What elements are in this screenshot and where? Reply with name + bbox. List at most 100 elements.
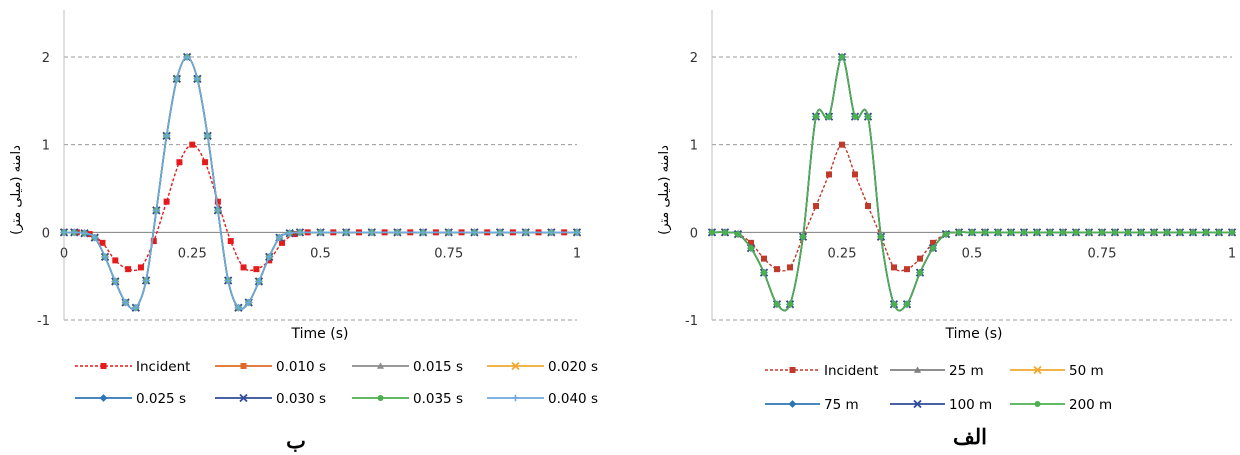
x-axis-title: Time (s) bbox=[945, 326, 1003, 342]
data-point bbox=[419, 229, 427, 236]
data-point bbox=[112, 257, 119, 264]
series-line bbox=[63, 56, 577, 310]
data-point bbox=[826, 171, 832, 178]
series-line bbox=[711, 56, 1232, 312]
legend-item: 0.040 s bbox=[487, 391, 598, 407]
data-point bbox=[132, 304, 140, 312]
data-point bbox=[112, 278, 119, 285]
x-tick-label: 0 bbox=[60, 246, 68, 261]
y-tick-label: 0 bbox=[690, 226, 698, 241]
data-point bbox=[548, 229, 555, 236]
y-tick-label: -1 bbox=[37, 314, 50, 329]
y-tick-label: -1 bbox=[685, 314, 698, 329]
legend-marker bbox=[913, 399, 922, 409]
data-point bbox=[445, 229, 453, 236]
data-point bbox=[800, 233, 806, 240]
data-point bbox=[982, 229, 988, 236]
legend-label: 0.015 s bbox=[413, 359, 463, 375]
legend-label: 0.030 s bbox=[276, 391, 326, 407]
series-line bbox=[63, 56, 577, 310]
data-point bbox=[81, 229, 88, 237]
series-line bbox=[711, 56, 1232, 312]
data-point bbox=[1112, 229, 1118, 236]
series-2 bbox=[60, 53, 581, 311]
data-point bbox=[255, 278, 263, 285]
panel-label: الف bbox=[953, 424, 987, 449]
legend-label: 0.035 s bbox=[413, 391, 463, 407]
x-tick-label: 1 bbox=[573, 246, 581, 261]
data-point bbox=[240, 264, 247, 271]
series-3 bbox=[708, 53, 1236, 312]
data-point bbox=[1229, 229, 1235, 236]
legend-label: 0.025 s bbox=[136, 391, 186, 407]
data-point bbox=[471, 229, 478, 236]
series-6 bbox=[61, 54, 580, 311]
data-point bbox=[122, 299, 129, 306]
data-point bbox=[496, 229, 504, 236]
data-point bbox=[748, 239, 754, 246]
data-point bbox=[956, 229, 962, 236]
data-point bbox=[173, 75, 181, 83]
x-tick-label: 0.75 bbox=[434, 246, 463, 261]
series-5 bbox=[709, 54, 1235, 312]
series-line bbox=[63, 56, 577, 310]
legend-item: 0.030 s bbox=[215, 391, 326, 407]
data-point bbox=[253, 266, 260, 273]
legend-marker bbox=[511, 361, 520, 371]
y-tick-label: 1 bbox=[690, 139, 698, 154]
y-axis-title: دامنه (میلی متر) bbox=[9, 145, 24, 235]
data-point bbox=[125, 266, 132, 273]
series-line bbox=[711, 56, 1232, 312]
data-point bbox=[291, 231, 298, 238]
data-point bbox=[761, 269, 767, 276]
data-point bbox=[774, 301, 780, 308]
legend-item: Incident bbox=[765, 363, 878, 379]
x-axis-title: Time (s) bbox=[291, 326, 349, 342]
data-point bbox=[1008, 229, 1014, 236]
data-point bbox=[342, 229, 350, 236]
data-point bbox=[1073, 229, 1079, 236]
legend-marker bbox=[100, 363, 107, 369]
data-point bbox=[189, 141, 196, 148]
data-point bbox=[276, 234, 283, 241]
data-point bbox=[852, 171, 858, 178]
data-point bbox=[813, 113, 819, 120]
data-point bbox=[891, 264, 897, 271]
data-point bbox=[826, 113, 832, 120]
series-3 bbox=[59, 52, 582, 312]
data-point bbox=[1190, 229, 1196, 236]
data-point bbox=[865, 203, 871, 210]
series-line bbox=[63, 56, 577, 310]
data-point bbox=[774, 266, 780, 273]
data-point bbox=[904, 266, 910, 273]
data-point bbox=[176, 159, 183, 166]
legend-marker bbox=[240, 363, 247, 369]
y-axis-title: دامنه (میلی متر) bbox=[657, 145, 672, 235]
data-point bbox=[99, 239, 106, 246]
data-point bbox=[573, 229, 581, 236]
data-point bbox=[709, 229, 715, 236]
data-point bbox=[368, 229, 376, 236]
data-point bbox=[227, 238, 234, 245]
data-point bbox=[1034, 229, 1040, 236]
data-point bbox=[163, 198, 170, 205]
data-point bbox=[1060, 229, 1066, 236]
legend-marker bbox=[1033, 365, 1042, 375]
data-point bbox=[70, 229, 78, 236]
x-tick-label: 0.5 bbox=[962, 246, 983, 261]
data-point bbox=[891, 301, 897, 308]
legend-marker bbox=[1034, 401, 1041, 407]
data-point bbox=[930, 239, 936, 246]
data-point bbox=[839, 141, 845, 148]
legend-item: 75 m bbox=[765, 397, 859, 413]
data-point bbox=[1047, 229, 1053, 236]
y-tick-label: 2 bbox=[690, 51, 698, 66]
series-5 bbox=[59, 52, 582, 312]
legend-item: 0.025 s bbox=[75, 391, 186, 407]
data-point bbox=[60, 229, 68, 236]
data-point bbox=[722, 229, 728, 236]
legend-item: 0.020 s bbox=[487, 359, 598, 375]
series-2 bbox=[707, 52, 1237, 312]
legend-label: Incident bbox=[136, 359, 190, 375]
